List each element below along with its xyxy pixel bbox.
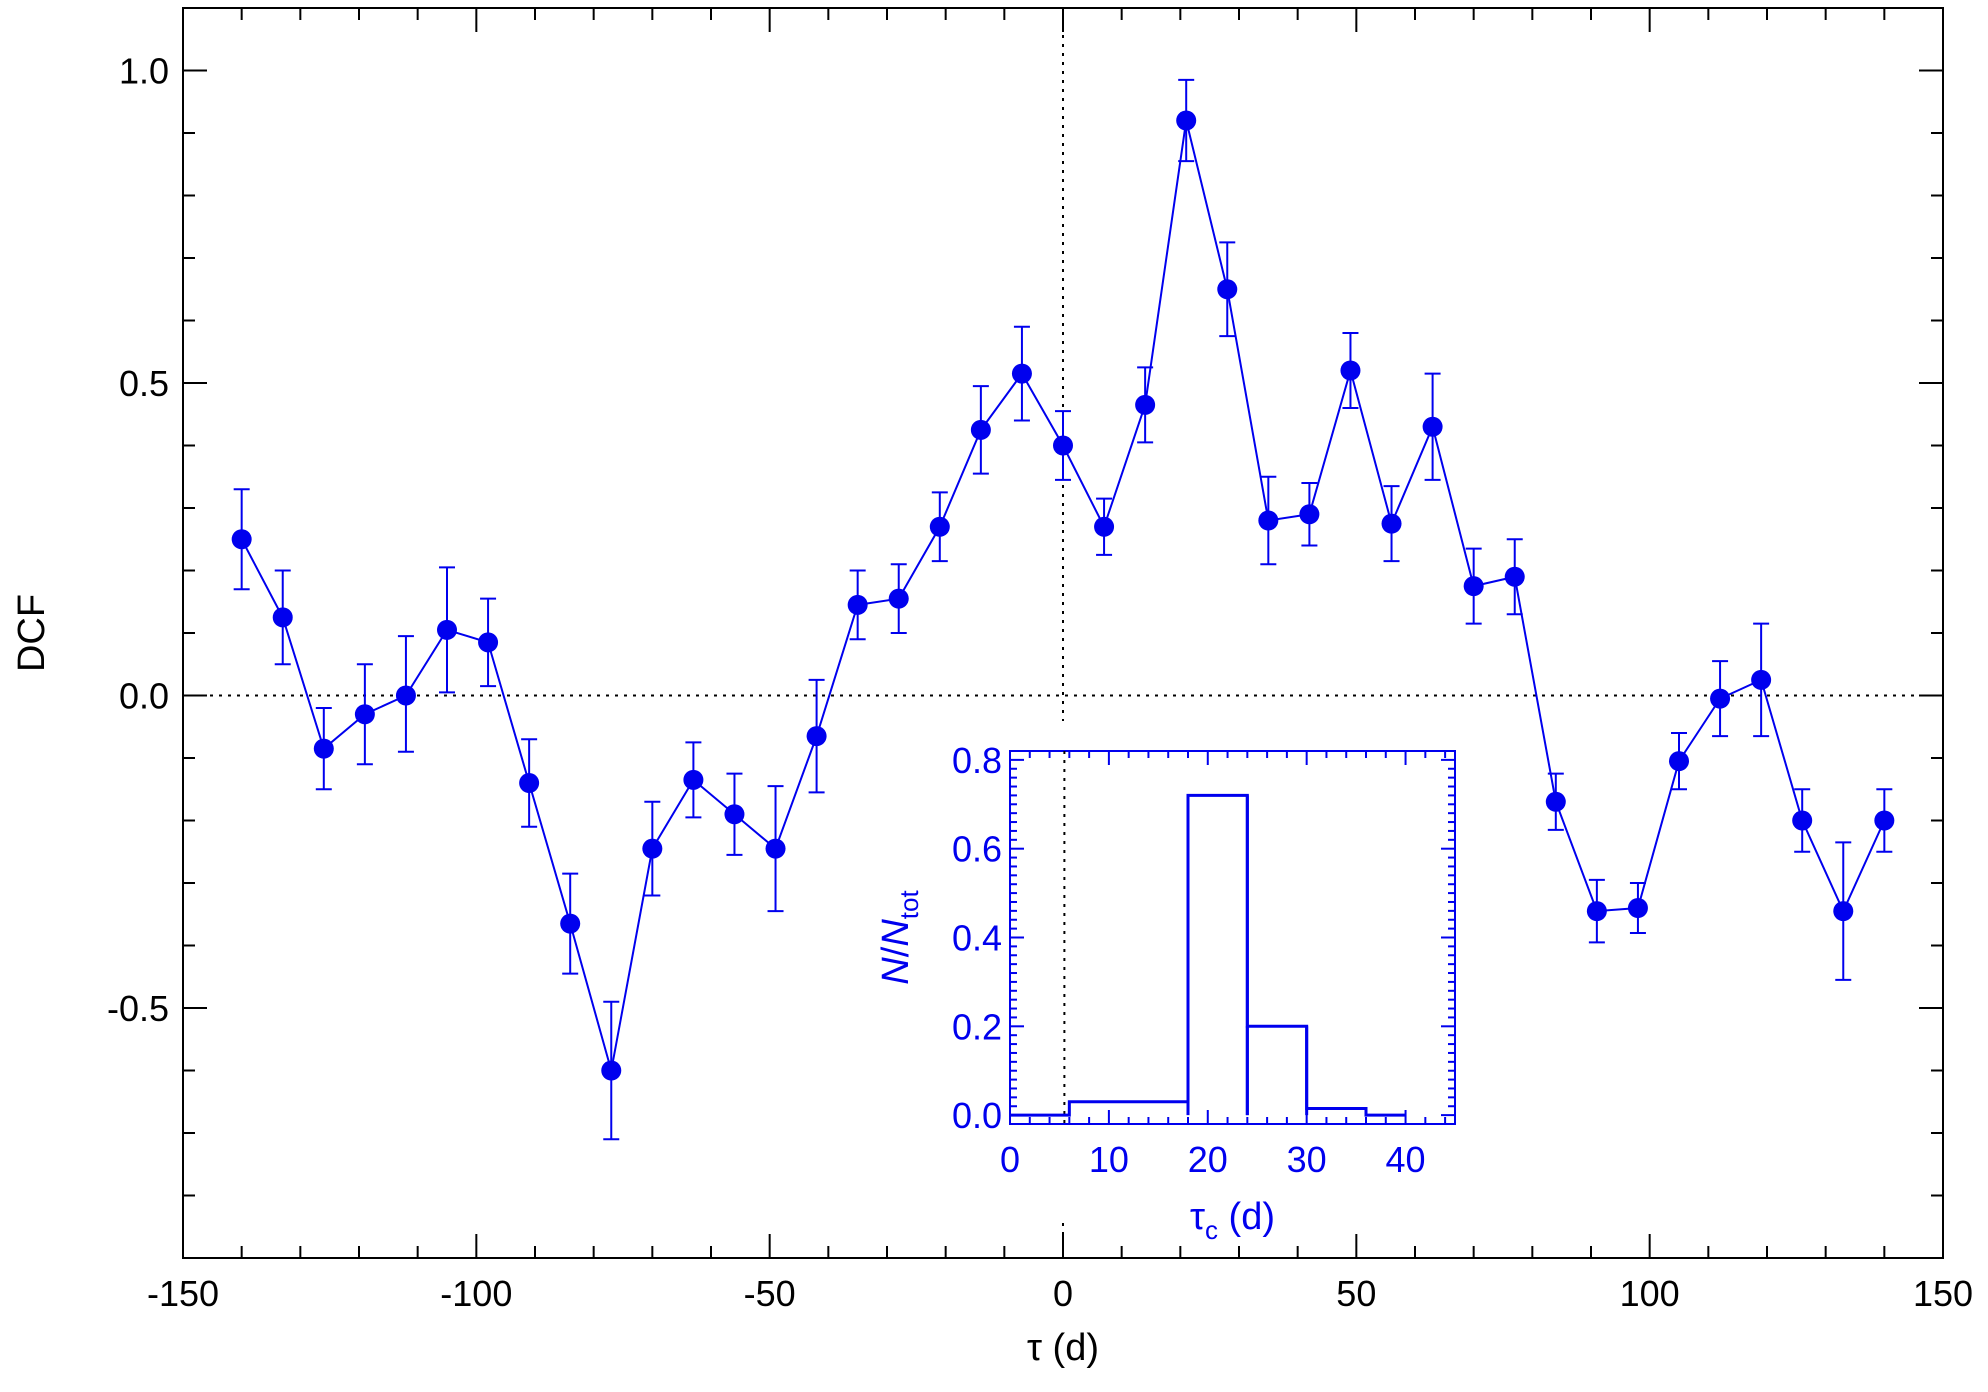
inset-x-axis-label: τc (d) [1190,1196,1275,1245]
x-axis-label: τ (d) [1027,1327,1099,1369]
data-point [1217,279,1238,300]
data-point [970,419,991,440]
data-point [519,773,540,793]
data-point [437,619,457,640]
data-point [929,516,950,537]
inset-y-tick-label: 0.8 [952,740,1002,781]
data-point [1545,791,1566,812]
data-point [231,529,252,550]
inset-x-tick-label: 20 [1188,1139,1228,1180]
data-point [1751,669,1772,690]
inset-x-tick-label: 10 [1089,1139,1129,1180]
data-point [1135,394,1156,415]
data-point [313,738,334,759]
data-point [683,769,704,790]
data-point [642,838,663,859]
x-tick-label: 150 [1913,1273,1973,1314]
y-tick-label: 1.0 [119,51,169,92]
data-point [888,588,909,609]
inset-y-axis-label: N/Ntot [875,890,924,985]
data-point [1833,901,1854,922]
inset-y-tick-label: 0.6 [952,829,1002,870]
data-point [1463,576,1484,597]
inset-plot: 0 10 20 30 40 0.0 0.2 0.4 0.6 0.8 τc (d) N/Ntot [875,721,1471,1245]
data-point [765,838,786,859]
data-point [560,913,581,934]
data-point [601,1060,622,1081]
data-point [806,726,827,747]
inset-y-tick-label: 0.0 [952,1095,1002,1136]
inset-x-tick-label: 40 [1386,1139,1426,1180]
inset-x-tick-label: 30 [1287,1139,1327,1180]
data-point [354,704,375,725]
data-point [1627,898,1648,918]
x-tick-label: 0 [1053,1273,1073,1314]
data-point [724,804,745,825]
data-point [1422,416,1443,437]
data-point [1586,901,1607,922]
y-tick-label: 0.5 [119,363,169,404]
data-point [1874,810,1895,831]
data-point [1299,504,1320,525]
data-point [1258,510,1279,531]
data-point [1176,110,1197,131]
data-point [1011,363,1032,384]
data-point [1504,566,1525,587]
y-tick-label: 0.0 [119,676,169,717]
data-point [847,594,868,615]
main-plot: -150 -100 -50 0 50 100 150-0.50.00.51.0τ (d)DC… [11,7,1973,1369]
inset-y-tick-label: 0.4 [952,918,1002,959]
data-point [272,607,293,628]
inset-y-tick-label: 0.2 [952,1006,1002,1047]
x-tick-label: 100 [1620,1273,1680,1314]
x-tick-label: -50 [744,1273,796,1314]
data-point [1669,751,1689,772]
data-point [395,685,416,706]
y-tick-label: -0.5 [107,988,169,1029]
x-tick-label: -100 [440,1273,512,1314]
data-point [1094,516,1115,537]
x-tick-label: 50 [1336,1273,1376,1314]
y-axis-label: DCF [11,594,53,672]
data-point [1381,513,1402,534]
data-point [1710,688,1731,709]
data-point [478,632,499,653]
x-tick-label: -150 [147,1273,219,1314]
inset-x-tick-label: 0 [1000,1139,1020,1180]
data-point [1792,810,1813,831]
data-point [1340,360,1361,381]
data-point [1053,435,1073,456]
